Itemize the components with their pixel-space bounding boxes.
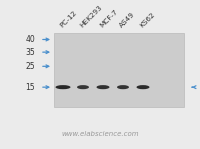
Ellipse shape bbox=[117, 85, 129, 89]
Bar bbox=[54, 33, 184, 107]
Ellipse shape bbox=[77, 85, 89, 89]
Text: AS49: AS49 bbox=[119, 11, 136, 28]
Ellipse shape bbox=[96, 85, 110, 89]
Text: MCF-7: MCF-7 bbox=[99, 8, 119, 28]
Text: 15: 15 bbox=[25, 83, 35, 92]
Text: 40: 40 bbox=[25, 35, 35, 44]
Text: www.elabscience.com: www.elabscience.com bbox=[61, 131, 139, 137]
Ellipse shape bbox=[136, 85, 150, 89]
Text: 25: 25 bbox=[25, 62, 35, 71]
Ellipse shape bbox=[56, 85, 70, 89]
Text: HEK293: HEK293 bbox=[79, 4, 103, 28]
Text: PC-12: PC-12 bbox=[59, 9, 78, 28]
Text: KS62: KS62 bbox=[139, 11, 156, 28]
Text: 35: 35 bbox=[25, 48, 35, 57]
